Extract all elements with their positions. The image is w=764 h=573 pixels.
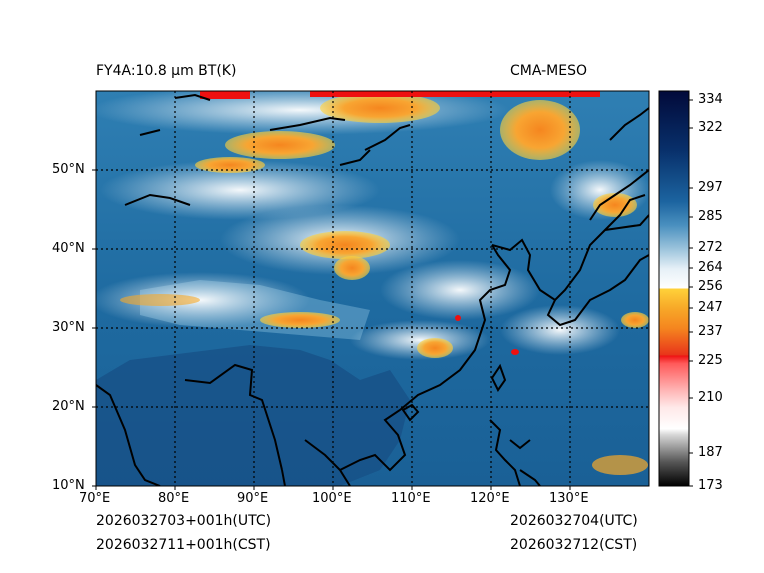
colorbar-label: 334 xyxy=(698,92,723,107)
axis-ticks xyxy=(92,169,571,490)
lon-label: 90°E xyxy=(237,491,269,506)
lon-label: 100°E xyxy=(312,491,352,506)
colorbar-label: 237 xyxy=(698,324,723,339)
colorbar-label: 256 xyxy=(698,279,723,294)
colorbar-label: 225 xyxy=(698,353,723,368)
colorbar-label: 285 xyxy=(698,209,723,224)
init-time-cst: 2026032711+001h(CST) xyxy=(96,537,271,553)
graticule xyxy=(96,91,649,486)
lon-label: 110°E xyxy=(391,491,431,506)
valid-time-utc: 2026032704(UTC) xyxy=(510,513,638,529)
colorbar-label: 297 xyxy=(698,180,723,195)
colorbar-ticks xyxy=(689,99,693,487)
init-time-utc: 2026032703+001h(UTC) xyxy=(96,513,272,529)
satellite-image xyxy=(96,91,649,486)
colorbar-label: 264 xyxy=(698,260,723,275)
colorbar xyxy=(659,91,689,486)
lon-label: 130°E xyxy=(549,491,589,506)
lat-label: 20°N xyxy=(52,399,85,414)
lon-label: 70°E xyxy=(79,491,111,506)
colorbar-label: 187 xyxy=(698,445,723,460)
lat-label: 30°N xyxy=(52,320,85,335)
colorbar-label: 272 xyxy=(698,240,723,255)
map-frame xyxy=(95,90,650,487)
colorbar-label: 173 xyxy=(698,478,723,493)
chart-title: FY4A:10.8 µm BT(K) xyxy=(96,63,237,79)
lon-label: 80°E xyxy=(158,491,190,506)
colorbar-label: 210 xyxy=(698,390,723,405)
colorbar-label: 247 xyxy=(698,300,723,315)
model-label: CMA-MESO xyxy=(510,63,588,79)
lat-label: 10°N xyxy=(52,478,85,493)
lat-label: 40°N xyxy=(52,241,85,256)
lat-label: 50°N xyxy=(52,162,85,177)
lon-label: 120°E xyxy=(470,491,510,506)
valid-time-cst: 2026032712(CST) xyxy=(510,537,638,553)
colorbar-label: 322 xyxy=(698,120,723,135)
